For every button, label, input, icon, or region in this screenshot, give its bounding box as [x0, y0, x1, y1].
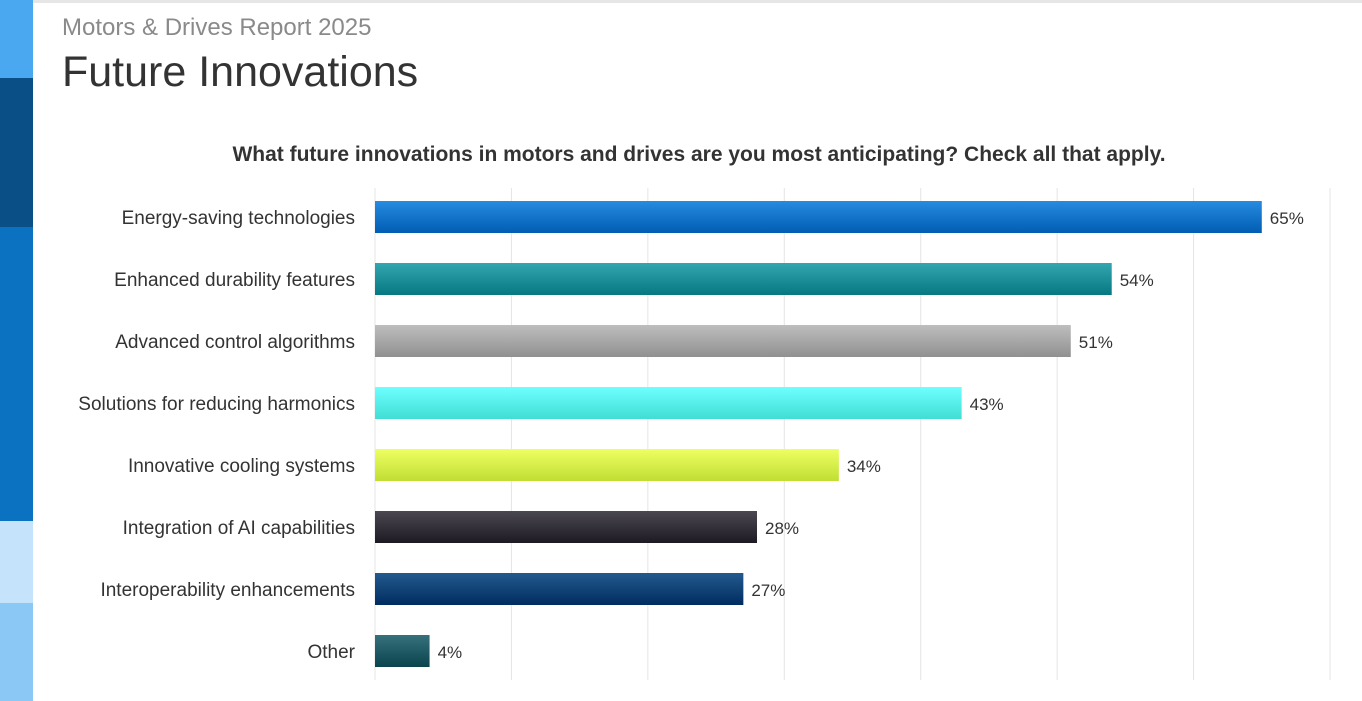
- bar-chart: Energy-saving technologies 65% Enhanced du…: [78, 188, 1331, 680]
- value-label: 43%: [970, 395, 1004, 414]
- bar: [375, 449, 839, 481]
- chart-title: What future innovations in motors and dr…: [232, 143, 1166, 166]
- page-title: Future Innovations: [62, 48, 419, 96]
- sidebar-accent: [0, 0, 33, 701]
- bar: [375, 263, 1112, 295]
- value-label: 4%: [438, 643, 463, 662]
- bar: [375, 201, 1262, 233]
- sidebar-segment: [0, 78, 33, 227]
- value-label: 28%: [765, 519, 799, 538]
- category-label: Enhanced durability features: [114, 270, 355, 291]
- value-label: 27%: [751, 581, 785, 600]
- sidebar-segment: [0, 227, 33, 521]
- category-label: Solutions for reducing harmonics: [78, 394, 355, 415]
- sidebar-segment: [0, 521, 33, 603]
- category-label: Integration of AI capabilities: [123, 518, 355, 539]
- value-label: 51%: [1079, 333, 1113, 352]
- category-label: Advanced control algorithms: [115, 332, 355, 353]
- sidebar-segment: [0, 0, 33, 78]
- value-label: 34%: [847, 457, 881, 476]
- bar: [375, 325, 1071, 357]
- sidebar-segment: [0, 603, 33, 701]
- category-label: Other: [307, 642, 355, 663]
- category-label: Energy-saving technologies: [122, 208, 355, 229]
- bar: [375, 573, 744, 605]
- bar: [375, 635, 430, 667]
- bar: [375, 511, 757, 543]
- top-border: [33, 0, 1362, 3]
- bar: [375, 387, 962, 419]
- value-label: 65%: [1270, 209, 1304, 228]
- category-label: Innovative cooling systems: [128, 456, 355, 477]
- report-subtitle: Motors & Drives Report 2025: [62, 14, 372, 41]
- value-label: 54%: [1120, 271, 1154, 290]
- category-label: Interoperability enhancements: [100, 580, 355, 601]
